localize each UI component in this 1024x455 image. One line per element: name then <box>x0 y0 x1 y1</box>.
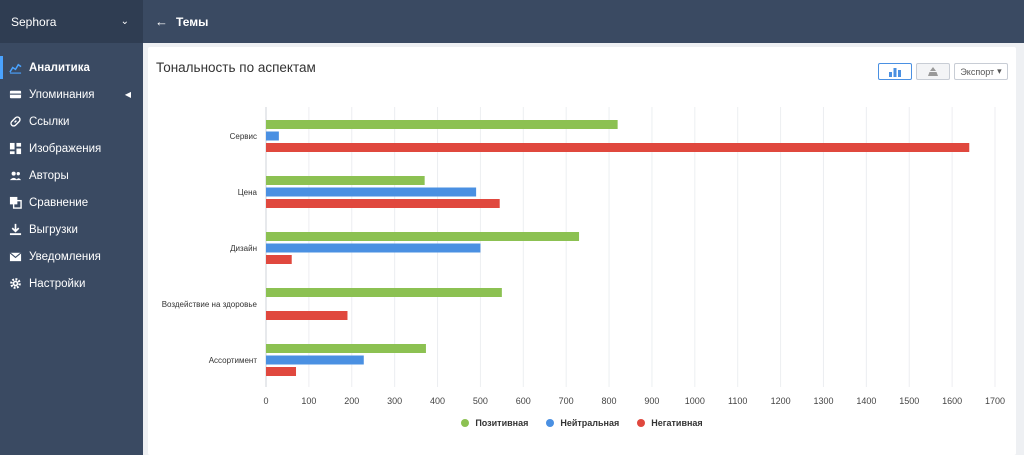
bar-chart-icon <box>889 67 901 77</box>
x-tick-label: 200 <box>344 396 359 406</box>
sidebar-item-links[interactable]: Ссылки <box>0 108 143 135</box>
x-tick-label: 1200 <box>771 396 791 406</box>
legend-dot-neutral <box>546 419 555 427</box>
bar-1-0 <box>266 131 279 141</box>
bar-0-2 <box>266 232 580 241</box>
bar-1-4 <box>266 355 364 365</box>
sidebar-item-downloads[interactable]: Выгрузки <box>0 216 143 243</box>
sidebar-item-mentions[interactable]: Упоминания ◀ <box>0 81 143 108</box>
chevron-down-icon: ⌄ <box>120 16 129 27</box>
page-title: Темы <box>176 14 209 29</box>
pyramid-chart-icon <box>928 66 938 76</box>
mentions-icon <box>9 88 22 101</box>
x-tick-label: 1500 <box>899 396 919 406</box>
link-icon <box>9 115 22 128</box>
legend-dot-negative <box>637 419 646 427</box>
legend-dot-positive <box>461 419 470 427</box>
sidebar-item-label: Упоминания <box>29 88 95 101</box>
legend-label: Позитивная <box>475 418 529 428</box>
card-title: Тональность по аспектам <box>156 60 316 75</box>
legend-item-neutral[interactable]: Нейтральная <box>546 418 619 428</box>
x-tick-label: 600 <box>516 396 531 406</box>
x-tick-label: 400 <box>430 396 445 406</box>
sidebar-item-label: Выгрузки <box>29 223 78 236</box>
sidebar-item-images[interactable]: Изображения <box>0 135 143 162</box>
sidebar-item-analytics[interactable]: Аналитика <box>0 54 143 81</box>
arrow-left-icon[interactable]: ← <box>155 14 168 29</box>
authors-icon <box>9 169 22 182</box>
bar-0-1 <box>266 176 425 185</box>
chart-toolbar: Экспорт ▾ <box>878 63 1008 80</box>
sidebar-item-label: Настройки <box>29 277 86 290</box>
x-tick-label: 1000 <box>685 396 705 406</box>
bar-2-2 <box>266 255 292 264</box>
x-tick-label: 100 <box>301 396 316 406</box>
sidebar-item-authors[interactable]: Авторы <box>0 162 143 189</box>
caret-down-icon: ▾ <box>997 66 1002 76</box>
bar-0-3 <box>266 288 502 297</box>
mail-icon <box>9 250 22 263</box>
sidebar: Sephora ⌄ Аналитика Упоминания ◀ Ссылки <box>0 0 143 455</box>
bar-1-2 <box>266 243 481 253</box>
gear-icon <box>9 277 22 290</box>
sidebar-item-label: Уведомления <box>29 250 101 263</box>
x-tick-label: 300 <box>387 396 402 406</box>
aspect-sentiment-card: Тональность по аспектам Экспорт ▾ 0 100 20… <box>148 47 1016 455</box>
x-tick-label: 1100 <box>728 396 747 406</box>
bar-2-0 <box>266 143 970 152</box>
category-label: Сервис <box>230 132 257 141</box>
sidebar-item-label: Аналитика <box>29 61 90 74</box>
sidebar-item-compare[interactable]: Сравнение <box>0 189 143 216</box>
chart-legend: Позитивная Нейтральная Негативная <box>148 418 1016 428</box>
x-tick-label: 1300 <box>813 396 833 406</box>
legend-label: Негативная <box>651 418 703 428</box>
project-name: Sephora <box>11 14 57 29</box>
sidebar-item-label: Изображения <box>29 142 102 155</box>
sidebar-menu: Аналитика Упоминания ◀ Ссылки Изображени… <box>0 43 143 297</box>
x-tick-label: 0 <box>263 396 268 406</box>
caret-left-icon: ◀ <box>124 90 131 99</box>
category-label: Воздействие на здоровье <box>162 300 258 309</box>
bar-2-3 <box>266 311 348 320</box>
compare-icon <box>9 196 22 209</box>
x-tick-label: 700 <box>559 396 574 406</box>
project-selector[interactable]: Sephora ⌄ <box>0 0 143 43</box>
pyramid-chart-view-button[interactable] <box>916 63 950 80</box>
bar-2-1 <box>266 199 500 208</box>
sidebar-item-label: Ссылки <box>29 115 70 128</box>
legend-label: Нейтральная <box>560 418 620 428</box>
bar-chart-view-button[interactable] <box>878 63 912 80</box>
download-icon <box>9 223 22 236</box>
sidebar-item-label: Сравнение <box>29 196 89 209</box>
images-icon <box>9 142 22 155</box>
sidebar-item-label: Авторы <box>29 169 69 182</box>
bar-0-0 <box>266 120 618 129</box>
x-tick-label: 1700 <box>985 396 1005 406</box>
x-tick-label: 800 <box>602 396 617 406</box>
legend-item-negative[interactable]: Негативная <box>637 418 703 428</box>
legend-item-positive[interactable]: Позитивная <box>461 418 528 428</box>
export-label: Экспорт <box>960 66 995 77</box>
bar-chart: 0 100 200 300 400 500 600 700 800 900 1000 1100 1200… <box>162 107 1005 406</box>
category-label: Цена <box>238 188 258 197</box>
sidebar-item-notifications[interactable]: Уведомления <box>0 243 143 270</box>
top-bar: ← Темы <box>143 0 1024 43</box>
sidebar-item-settings[interactable]: Настройки <box>0 270 143 297</box>
x-tick-label: 1400 <box>856 396 876 406</box>
category-label: Ассортимент <box>209 356 258 365</box>
bar-2-4 <box>266 367 297 376</box>
category-label: Дизайн <box>230 244 257 253</box>
x-tick-label: 1600 <box>942 396 962 406</box>
x-tick-label: 500 <box>473 396 488 406</box>
x-tick-label: 900 <box>644 396 659 406</box>
export-dropdown[interactable]: Экспорт ▾ <box>954 63 1008 80</box>
analytics-icon <box>9 61 22 74</box>
bar-0-4 <box>266 344 426 353</box>
bar-1-1 <box>266 187 477 197</box>
